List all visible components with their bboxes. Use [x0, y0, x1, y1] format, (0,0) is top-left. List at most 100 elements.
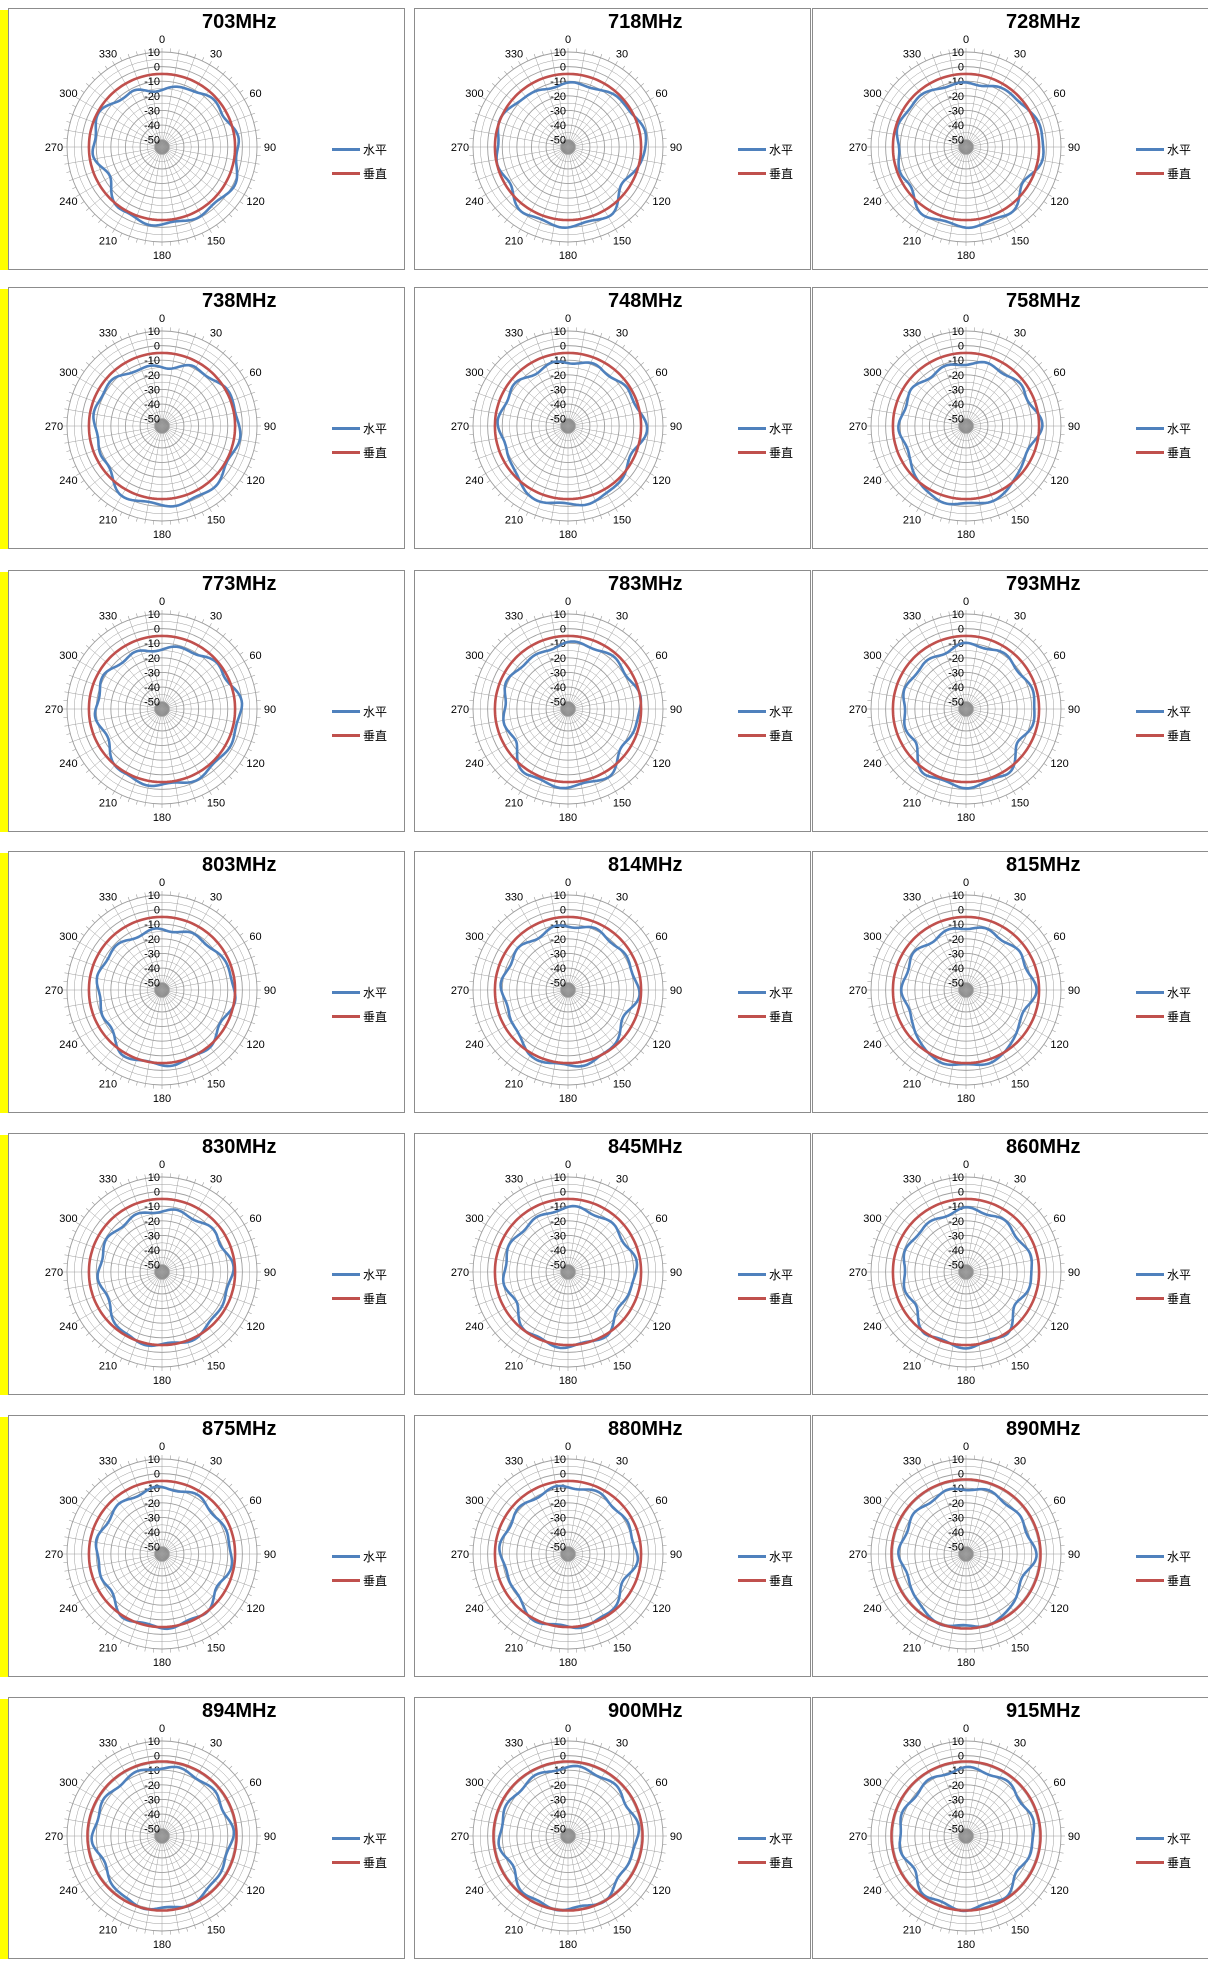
angular-gridline [567, 364, 641, 427]
angular-gridline [485, 661, 569, 710]
angular-tick [645, 1890, 650, 1894]
chart-panel: 0 30 60 90 120 150 180 210 240 270 300 330 10 0 -10 -20… [414, 851, 811, 1113]
angular-gridline [114, 425, 163, 509]
angular-tick [916, 1918, 919, 1922]
angular-gridline [485, 1553, 569, 1602]
angular-tick [255, 1006, 260, 1008]
angular-tick [628, 1626, 632, 1631]
angular-tick [895, 355, 900, 360]
legend-swatch [738, 990, 766, 994]
angular-tick [889, 486, 894, 490]
radial-tick-label: -20 [948, 91, 964, 103]
angular-gridline [161, 1553, 179, 1648]
angle-tick-label: 210 [99, 1643, 117, 1655]
angular-tick [64, 691, 69, 693]
angular-tick [1020, 1913, 1024, 1918]
angular-tick [1032, 775, 1037, 780]
angular-gridline [145, 1835, 163, 1930]
angular-gridline [68, 692, 163, 710]
legend-item: 垂直 [738, 1568, 793, 1592]
angle-tick-label: 30 [1014, 610, 1026, 622]
angular-gridline [161, 1271, 195, 1362]
angular-tick [1032, 1620, 1037, 1625]
angular-tick [136, 613, 138, 618]
angular-gridline [161, 378, 245, 427]
angular-gridline [567, 896, 585, 991]
angular-tick [1055, 674, 1060, 677]
angular-gridline [478, 1803, 569, 1837]
radial-tick-label: -20 [948, 1780, 964, 1792]
angular-tick [870, 1296, 875, 1298]
legend-swatch [1136, 1578, 1164, 1582]
angular-tick [1038, 1332, 1043, 1336]
angular-gridline [100, 1835, 163, 1909]
angle-tick-label: 90 [264, 704, 276, 716]
radial-tick-label: -30 [550, 667, 566, 679]
chart-panel: 0 30 60 90 120 150 180 210 240 270 300 330 10 0 -10 -20… [414, 287, 811, 549]
angular-tick [127, 896, 130, 901]
angular-tick [518, 1186, 521, 1190]
angular-tick [136, 330, 138, 335]
angle-tick-label: 60 [655, 650, 667, 662]
angular-gridline [68, 1255, 163, 1273]
angular-gridline [474, 708, 569, 726]
angular-tick [628, 70, 632, 75]
angular-tick [525, 900, 529, 905]
angular-tick [584, 240, 586, 245]
angular-tick [1043, 1608, 1048, 1612]
angular-tick [510, 1349, 514, 1354]
chart-panel: 0 30 60 90 120 150 180 210 240 270 300 330 10 0 -10 -20… [414, 1415, 811, 1677]
angular-tick [68, 1237, 73, 1240]
legend-swatch [332, 1578, 360, 1582]
angular-gridline [965, 1835, 1014, 1919]
angular-tick [222, 70, 226, 75]
angular-gridline [161, 1210, 235, 1273]
angular-tick [634, 1902, 639, 1907]
angular-tick [112, 904, 115, 908]
angle-tick-label: 150 [613, 1925, 631, 1937]
radial-tick-label: 10 [554, 1454, 566, 1466]
angular-gridline [114, 64, 163, 148]
angular-tick [872, 179, 877, 182]
angle-tick-label: 0 [565, 1159, 571, 1171]
series-line-horizontal [502, 640, 643, 790]
angular-tick [76, 1883, 80, 1886]
angular-tick [870, 683, 875, 685]
angular-gridline [161, 928, 235, 991]
angular-tick [645, 1778, 650, 1782]
angular-gridline [567, 425, 658, 459]
angular-gridline [883, 1224, 967, 1273]
angular-tick [870, 1860, 875, 1862]
angular-tick [1051, 748, 1056, 752]
chart-title: 738MHz [202, 290, 277, 312]
angular-tick [472, 1578, 477, 1580]
legend: 水平 垂直 [738, 1826, 793, 1874]
angular-tick [472, 121, 477, 123]
radial-tick-label: -20 [948, 653, 964, 665]
angular-gridline [904, 1271, 967, 1345]
angular-gridline [965, 1464, 999, 1555]
angular-tick [1020, 1190, 1024, 1195]
angular-tick [1038, 1490, 1043, 1494]
angular-tick [64, 1288, 69, 1290]
angular-gridline [79, 1224, 163, 1273]
angle-tick-label: 120 [652, 1039, 670, 1051]
angular-tick [98, 913, 102, 918]
angular-tick [239, 763, 244, 767]
angular-tick [1048, 1504, 1052, 1507]
angular-tick [209, 61, 212, 65]
angular-tick [518, 1354, 521, 1358]
angular-gridline [949, 615, 967, 710]
chart-title: 890MHz [1006, 1418, 1081, 1440]
angular-tick [255, 1288, 260, 1290]
angular-tick [85, 207, 90, 211]
angular-tick [72, 1793, 77, 1797]
angle-tick-label: 120 [246, 1321, 264, 1333]
angle-tick-label: 90 [670, 421, 682, 433]
angular-gridline [567, 1835, 601, 1926]
legend-item: 水平 [738, 137, 793, 161]
angular-gridline [129, 1464, 163, 1555]
angular-tick [64, 1536, 69, 1538]
angular-tick [1057, 171, 1062, 173]
angular-tick [889, 362, 894, 366]
